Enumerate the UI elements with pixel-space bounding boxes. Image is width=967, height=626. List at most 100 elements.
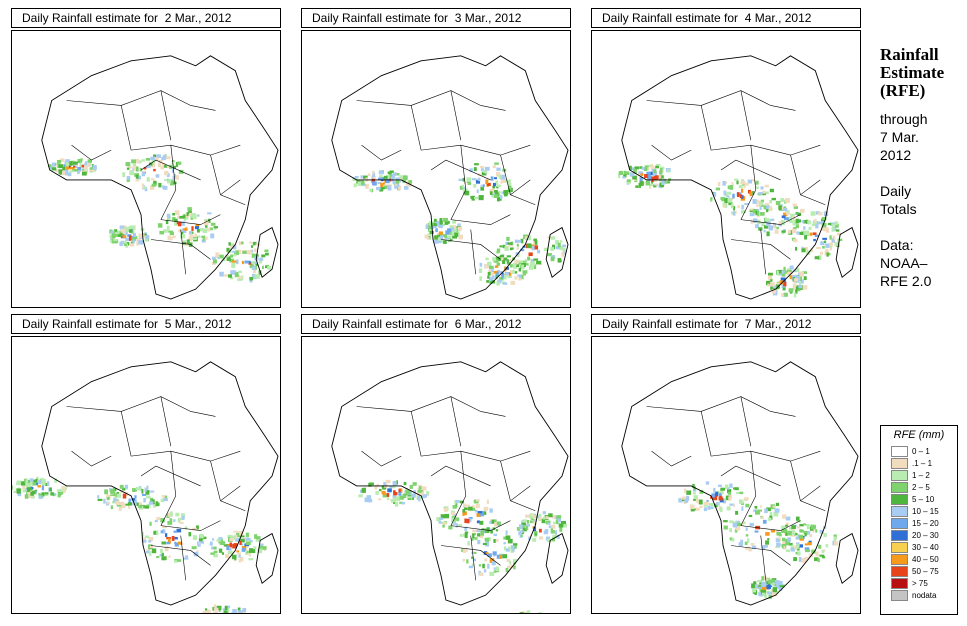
legend-swatch: [891, 589, 908, 601]
rain-cell: [793, 557, 797, 562]
rain-cell: [427, 233, 432, 236]
rain-cell: [386, 493, 390, 497]
rain-cell: [161, 163, 166, 168]
rain-cell: [29, 478, 34, 483]
rain-cell: [368, 499, 373, 503]
legend-label: 2 – 5: [912, 482, 930, 492]
rain-cell: [735, 510, 739, 515]
rain-cell: [227, 605, 231, 609]
rain-cell: [754, 507, 758, 510]
rain-cell: [161, 156, 165, 161]
rain-cell: [171, 168, 175, 173]
rain-cell: [516, 527, 520, 531]
rain-cell: [399, 494, 404, 498]
rain-cell: [133, 165, 138, 171]
rain-cell: [487, 537, 491, 542]
legend-item: 20 – 30: [891, 529, 957, 541]
country-border: [421, 144, 531, 156]
rain-cell: [259, 543, 264, 546]
rain-cell: [493, 189, 498, 195]
rain-cell: [769, 511, 773, 517]
rain-cell: [354, 175, 359, 179]
rain-cell: [171, 535, 175, 541]
rain-cell: [440, 235, 444, 240]
rain-cell: [65, 159, 70, 164]
rain-cell: [148, 551, 152, 556]
rain-cell: [503, 257, 508, 261]
rain-cell: [493, 539, 496, 543]
through-line: 7 Mar.: [880, 129, 919, 145]
rain-cell: [659, 175, 662, 179]
rain-cell: [136, 241, 139, 246]
rain-cell: [508, 546, 511, 550]
rain-cell: [659, 170, 663, 175]
rain-cell: [478, 564, 481, 567]
rain-cell: [455, 502, 458, 508]
rain-cell: [775, 585, 780, 589]
rain-cell: [386, 497, 390, 501]
rain-cell: [436, 516, 440, 522]
rain-cell: [466, 518, 470, 524]
rain-cell: [452, 522, 455, 526]
rain-cell: [187, 207, 192, 211]
rain-cell: [232, 260, 237, 263]
rain-cell: [751, 545, 757, 550]
rain-cell: [177, 559, 182, 562]
rain-cell: [794, 545, 798, 550]
rain-cell: [210, 233, 215, 239]
rain-cell: [73, 161, 78, 165]
rain-cell: [800, 279, 804, 284]
rain-cell: [644, 174, 648, 179]
rain-cell: [496, 521, 501, 526]
rain-cell: [232, 245, 237, 250]
rain-cell: [463, 507, 468, 511]
rain-cell: [45, 482, 49, 487]
rain-cell: [468, 565, 474, 569]
rain-cell: [368, 483, 372, 487]
rain-cell: [122, 172, 126, 178]
rain-cell: [520, 534, 523, 537]
rain-cell: [482, 184, 485, 187]
rain-cell: [218, 608, 221, 612]
rain-cell: [646, 171, 651, 177]
coastline: [331, 361, 569, 606]
country-border: [510, 179, 531, 196]
rain-cell: [442, 521, 447, 525]
rain-cell: [767, 517, 772, 521]
rain-cell: [252, 275, 257, 280]
rain-cell: [192, 237, 197, 240]
rain-cell: [127, 166, 133, 169]
rain-cell: [474, 163, 479, 166]
rain-cell: [374, 485, 378, 490]
rain-cell: [686, 495, 690, 501]
rain-cell: [144, 535, 150, 539]
rain-cell: [479, 276, 482, 281]
rain-cell: [183, 557, 189, 560]
rain-cell: [793, 278, 799, 282]
rain-cell: [472, 529, 477, 533]
rain-cell: [229, 258, 235, 263]
rain-cell: [245, 532, 249, 537]
rain-cell: [240, 535, 245, 539]
rain-cell: [741, 506, 744, 511]
rain-cell: [478, 195, 484, 201]
rain-cell: [58, 488, 63, 492]
rain-cell: [490, 176, 494, 181]
rain-cell: [451, 227, 455, 231]
rain-cell: [161, 556, 167, 561]
rain-cell: [67, 172, 72, 177]
rain-cell: [785, 197, 791, 203]
rain-cell: [775, 502, 780, 507]
rain-cell: [470, 196, 474, 199]
rain-cell: [69, 170, 74, 173]
rain-cell: [505, 241, 509, 245]
rain-cell: [766, 584, 771, 590]
country-border: [711, 144, 821, 156]
rain-cell: [485, 179, 489, 184]
country-border: [740, 145, 757, 220]
rain-cell: [740, 188, 744, 193]
rain-cell: [125, 237, 131, 241]
rain-cell: [492, 257, 497, 261]
rain-cell: [169, 180, 175, 186]
rain-cell: [135, 158, 140, 164]
